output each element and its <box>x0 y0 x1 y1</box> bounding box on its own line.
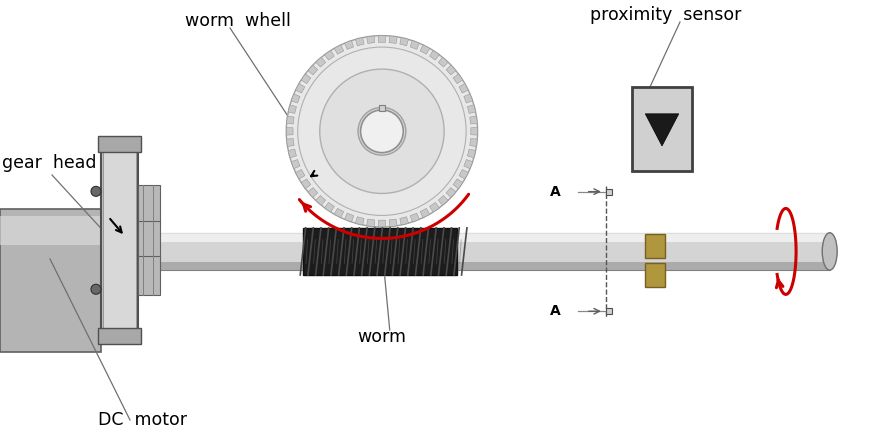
Polygon shape <box>470 128 477 135</box>
Polygon shape <box>410 40 419 49</box>
Polygon shape <box>459 170 467 179</box>
Circle shape <box>358 107 405 155</box>
Polygon shape <box>438 195 447 205</box>
Polygon shape <box>136 233 829 242</box>
Polygon shape <box>296 170 304 179</box>
Polygon shape <box>0 209 101 352</box>
Polygon shape <box>459 84 467 93</box>
Polygon shape <box>101 142 138 338</box>
Polygon shape <box>399 217 408 225</box>
Polygon shape <box>463 160 472 169</box>
Polygon shape <box>429 202 438 212</box>
Polygon shape <box>301 179 310 189</box>
Polygon shape <box>316 57 325 67</box>
Polygon shape <box>367 219 374 227</box>
Text: proximity  sensor: proximity sensor <box>589 6 740 24</box>
Polygon shape <box>334 45 343 54</box>
Polygon shape <box>645 263 664 287</box>
Polygon shape <box>446 188 455 198</box>
Polygon shape <box>399 37 408 46</box>
Polygon shape <box>645 114 678 146</box>
Circle shape <box>360 110 403 153</box>
Polygon shape <box>469 138 477 146</box>
Polygon shape <box>286 116 294 124</box>
Polygon shape <box>467 105 475 113</box>
Polygon shape <box>316 195 325 205</box>
Polygon shape <box>136 262 829 270</box>
Polygon shape <box>631 87 691 171</box>
Polygon shape <box>291 160 300 169</box>
Polygon shape <box>344 213 353 222</box>
Text: gear  head: gear head <box>2 154 96 172</box>
Polygon shape <box>98 137 140 152</box>
Polygon shape <box>288 105 296 113</box>
Polygon shape <box>138 186 160 225</box>
Polygon shape <box>355 217 364 225</box>
Ellipse shape <box>821 233 837 270</box>
Polygon shape <box>344 40 353 49</box>
Polygon shape <box>288 149 296 158</box>
Text: A: A <box>550 304 560 318</box>
Polygon shape <box>429 50 438 60</box>
Polygon shape <box>291 94 300 103</box>
Polygon shape <box>453 74 462 84</box>
Polygon shape <box>286 138 294 146</box>
Circle shape <box>297 47 466 215</box>
Polygon shape <box>98 328 140 344</box>
Polygon shape <box>379 105 384 111</box>
Circle shape <box>91 284 101 294</box>
Polygon shape <box>467 149 475 158</box>
Text: DC  motor: DC motor <box>98 411 187 429</box>
Polygon shape <box>0 216 101 245</box>
Polygon shape <box>378 36 385 42</box>
Polygon shape <box>324 202 334 212</box>
Circle shape <box>319 69 444 194</box>
Polygon shape <box>303 228 456 275</box>
Polygon shape <box>645 234 664 258</box>
Polygon shape <box>463 94 472 103</box>
Polygon shape <box>138 221 160 260</box>
Polygon shape <box>286 128 293 135</box>
Polygon shape <box>453 179 462 189</box>
Circle shape <box>286 36 477 227</box>
Polygon shape <box>136 233 829 270</box>
Polygon shape <box>605 308 611 314</box>
Polygon shape <box>308 65 317 75</box>
Text: A: A <box>550 185 560 198</box>
Polygon shape <box>324 50 334 60</box>
Polygon shape <box>420 208 429 218</box>
Polygon shape <box>420 45 429 54</box>
Polygon shape <box>138 256 160 295</box>
Polygon shape <box>301 74 310 84</box>
Polygon shape <box>103 144 136 336</box>
Polygon shape <box>367 36 374 44</box>
Polygon shape <box>605 189 611 194</box>
Polygon shape <box>308 188 317 198</box>
Text: worm: worm <box>357 328 406 346</box>
Polygon shape <box>469 116 477 124</box>
Text: worm  whell: worm whell <box>185 12 290 30</box>
Polygon shape <box>438 57 447 67</box>
Polygon shape <box>334 208 343 218</box>
Polygon shape <box>389 219 396 227</box>
Polygon shape <box>410 213 419 222</box>
Polygon shape <box>355 37 364 46</box>
Polygon shape <box>378 220 385 227</box>
Polygon shape <box>296 84 304 93</box>
Circle shape <box>91 186 101 196</box>
Polygon shape <box>446 65 455 75</box>
Polygon shape <box>389 36 396 44</box>
